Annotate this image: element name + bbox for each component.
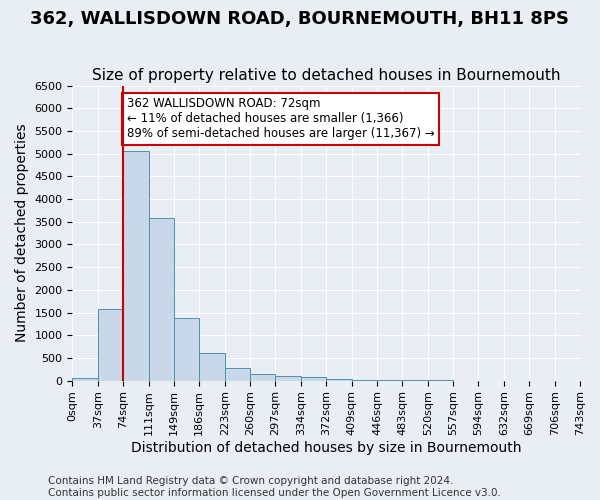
X-axis label: Distribution of detached houses by size in Bournemouth: Distribution of detached houses by size …: [131, 441, 521, 455]
Text: 362 WALLISDOWN ROAD: 72sqm
← 11% of detached houses are smaller (1,366)
89% of s: 362 WALLISDOWN ROAD: 72sqm ← 11% of deta…: [127, 98, 435, 140]
Text: Contains HM Land Registry data © Crown copyright and database right 2024.
Contai: Contains HM Land Registry data © Crown c…: [48, 476, 501, 498]
Bar: [224, 368, 250, 380]
Text: 362, WALLISDOWN ROAD, BOURNEMOUTH, BH11 8PS: 362, WALLISDOWN ROAD, BOURNEMOUTH, BH11 …: [31, 10, 569, 28]
Bar: [326, 378, 352, 380]
Bar: [98, 309, 123, 380]
Title: Size of property relative to detached houses in Bournemouth: Size of property relative to detached ho…: [92, 68, 560, 83]
Bar: [149, 218, 174, 380]
Bar: [199, 353, 224, 380]
Bar: [250, 374, 275, 380]
Bar: [174, 318, 199, 380]
Bar: [275, 376, 301, 380]
Y-axis label: Number of detached properties: Number of detached properties: [15, 124, 29, 342]
Bar: [123, 151, 149, 380]
Bar: [73, 378, 98, 380]
Bar: [301, 377, 326, 380]
